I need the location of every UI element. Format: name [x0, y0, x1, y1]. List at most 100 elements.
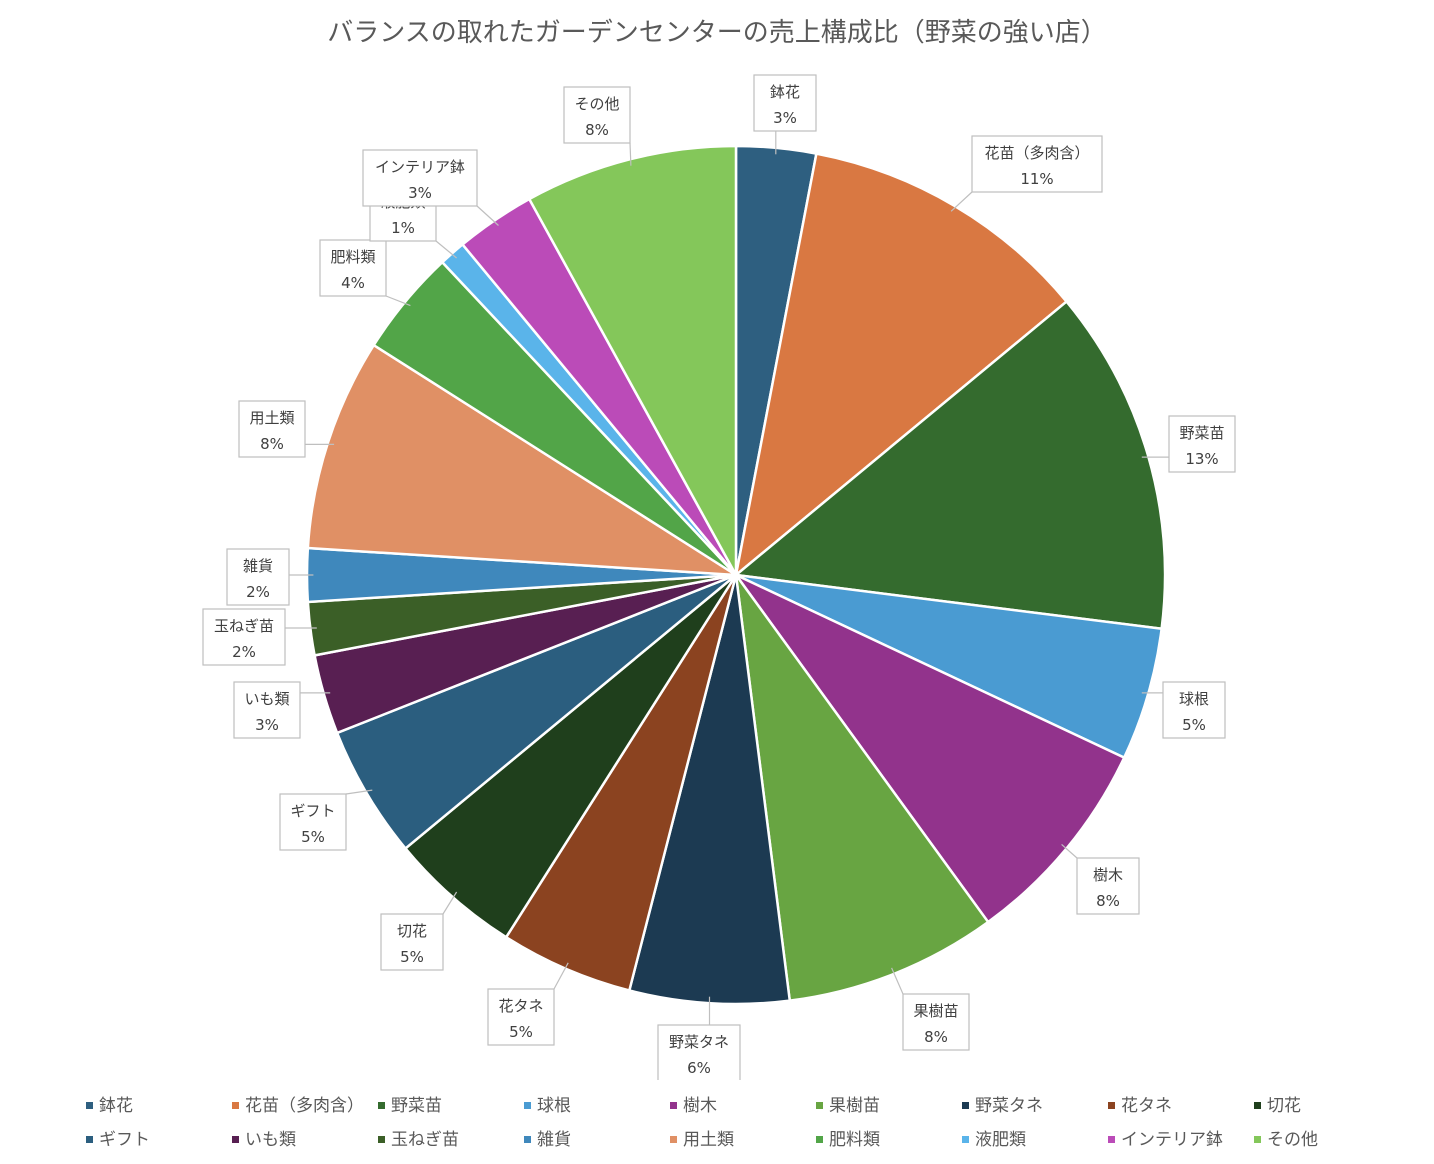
callout-percent-13: 8%: [260, 435, 284, 453]
legend-item-10: いも類: [232, 1128, 296, 1152]
legend-label: 野菜タネ: [975, 1096, 1043, 1116]
callout-category-16: インテリア鉢: [375, 158, 465, 176]
legend-swatch: [378, 1101, 385, 1109]
legend-swatch: [378, 1135, 385, 1143]
legend-item-3: 球根: [524, 1094, 571, 1118]
legend-item-6: 野菜タネ: [962, 1094, 1043, 1118]
legend-swatch: [1254, 1135, 1261, 1143]
callout-percent-11: 2%: [232, 643, 256, 661]
legend-swatch: [1108, 1135, 1115, 1143]
callout-percent-7: 5%: [509, 1023, 533, 1041]
legend-label: インテリア鉢: [1121, 1130, 1223, 1150]
pie-slice-1: [734, 152, 1069, 579]
callout-percent-4: 8%: [1096, 892, 1120, 910]
callout-category-14: 肥料類: [330, 248, 375, 266]
legend-label: 鉢花: [99, 1096, 133, 1116]
callout-percent-17: 8%: [585, 121, 609, 139]
legend-swatch: [670, 1135, 677, 1143]
callout-percent-6: 6%: [687, 1059, 711, 1077]
callout-percent-2: 13%: [1185, 450, 1218, 468]
callout-category-17: その他: [574, 95, 619, 113]
callout-box-5: [902, 993, 970, 1051]
legend-swatch: [962, 1101, 969, 1109]
legend-swatch: [524, 1101, 531, 1109]
callout-category-1: 花苗（多肉含）: [984, 144, 1089, 162]
legend-item-0: 鉢花: [86, 1094, 133, 1118]
legend-swatch: [1254, 1101, 1261, 1109]
callout-category-5: 果樹苗: [913, 1002, 958, 1020]
callout-leader-7: [553, 962, 569, 990]
chart-title: バランスの取れたガーデンセンターの売上構成比（野菜の強い店）: [327, 18, 1107, 48]
legend-label: 樹木: [683, 1096, 717, 1116]
callout-box-4: [1076, 857, 1140, 915]
callout-percent-0: 3%: [773, 109, 797, 127]
callout-box-14: [319, 239, 387, 297]
callout-box-6: [657, 1024, 741, 1080]
callout-box-7: [487, 988, 555, 1046]
legend-label: 野菜苗: [391, 1096, 442, 1116]
legend-label: ギフト: [99, 1130, 150, 1150]
pie-slice-17: [527, 144, 738, 576]
callout-box-10: [233, 681, 301, 739]
callout-box-12: [226, 548, 290, 606]
callout-category-2: 野菜苗: [1179, 424, 1224, 442]
legend-swatch: [86, 1101, 93, 1109]
callout-leader-8: [442, 891, 458, 915]
callout-percent-15: 1%: [391, 219, 415, 237]
callout-box-2: [1168, 415, 1236, 473]
pie-slice-13: [306, 343, 737, 577]
callout-percent-8: 5%: [400, 948, 424, 966]
callout-percent-12: 2%: [246, 583, 270, 601]
legend-item-16: インテリア鉢: [1108, 1128, 1223, 1152]
legend-label: 雑貨: [537, 1130, 571, 1150]
legend-item-8: 切花: [1254, 1094, 1301, 1118]
callout-box-13: [238, 400, 306, 458]
legend-label: 果樹苗: [829, 1096, 880, 1116]
callout-category-4: 樹木: [1093, 866, 1123, 884]
callout-category-12: 雑貨: [243, 557, 273, 575]
legend-item-17: その他: [1254, 1128, 1318, 1152]
legend-item-9: ギフト: [86, 1128, 150, 1152]
callout-box-3: [1162, 681, 1226, 739]
legend-item-13: 用土類: [670, 1128, 734, 1152]
callout-box-16: [362, 149, 478, 207]
callout-category-0: 鉢花: [770, 83, 800, 101]
callout-leader-16: [476, 205, 499, 226]
legend-label: 液肥類: [975, 1130, 1026, 1150]
legend-swatch: [670, 1101, 677, 1109]
legend-swatch: [816, 1135, 823, 1143]
legend-label: 用土類: [683, 1130, 734, 1150]
callout-percent-1: 11%: [1020, 170, 1053, 188]
legend-swatch: [962, 1135, 969, 1143]
legend-label: 肥料類: [829, 1130, 880, 1150]
pie-chart: 鉢花 3% 花苗（多肉含） 11% 野菜苗 13% 球根 5% 樹木 8% 果樹苗 8% 野菜タネ 6% 花…: [202, 74, 1236, 1080]
callout-leader-1: [950, 191, 973, 212]
callout-category-3: 球根: [1179, 690, 1209, 708]
callout-box-0: [753, 74, 817, 132]
legend-item-4: 樹木: [670, 1094, 717, 1118]
callout-box-11: [202, 608, 286, 666]
legend-swatch: [232, 1101, 239, 1109]
callout-leader-15: [435, 240, 457, 259]
legend-item-12: 雑貨: [524, 1128, 571, 1152]
callout-leader-9: [345, 789, 373, 795]
callout-category-10: いも類: [244, 690, 289, 708]
callout-percent-14: 4%: [341, 274, 365, 292]
callout-box-1: [971, 135, 1103, 193]
legend-label: 切花: [1267, 1096, 1301, 1116]
legend-swatch: [524, 1135, 531, 1143]
callout-category-13: 用土類: [249, 409, 294, 427]
callout-box-9: [279, 793, 347, 851]
callout-percent-3: 5%: [1182, 716, 1206, 734]
legend-swatch: [232, 1135, 239, 1143]
callout-category-9: ギフト: [290, 802, 335, 820]
callout-percent-16: 3%: [408, 184, 432, 202]
legend-label: 花苗（多肉含）: [245, 1096, 364, 1116]
legend-swatch: [816, 1101, 823, 1109]
callout-percent-5: 8%: [924, 1028, 948, 1046]
legend-item-15: 液肥類: [962, 1128, 1026, 1152]
legend-label: その他: [1267, 1130, 1318, 1150]
callout-box-17: [563, 86, 631, 144]
legend-item-11: 玉ねぎ苗: [378, 1128, 459, 1152]
callout-leader-4: [1061, 843, 1078, 859]
